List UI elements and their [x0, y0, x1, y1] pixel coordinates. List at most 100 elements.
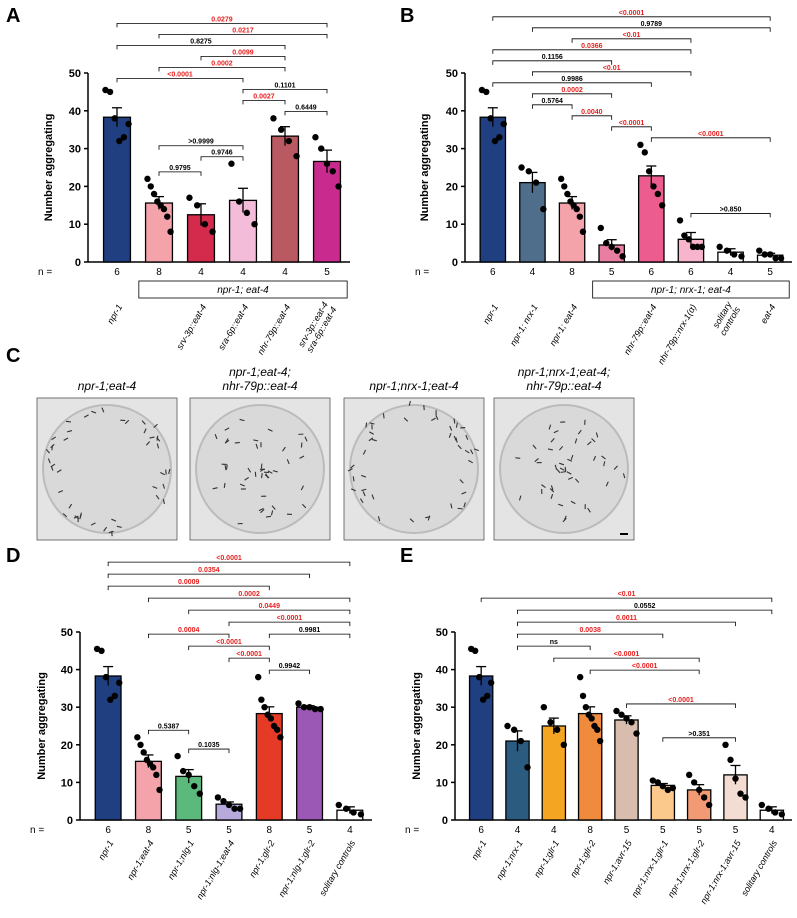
worm: [162, 498, 165, 505]
worm: [212, 487, 218, 490]
n-value: 4: [198, 267, 204, 278]
data-point: [277, 126, 285, 133]
y-tick-label: 40: [61, 665, 73, 677]
bracket-label: <0.0001: [619, 120, 645, 127]
bracket-label: <0.0001: [236, 651, 262, 658]
bracket-line: [188, 645, 270, 651]
plate-edge: [499, 404, 629, 534]
category-label: npr-1;nrx-1;glr-2: [666, 839, 707, 900]
bracket-label: 0.0354: [198, 567, 220, 574]
data-point: [106, 88, 114, 96]
worm: [574, 438, 578, 444]
bracket-line: [268, 633, 351, 639]
data-point: [540, 704, 548, 711]
group-label: npr-1; nrx-1; eat-4: [651, 285, 731, 296]
data-point: [596, 737, 604, 745]
data-point: [147, 183, 154, 190]
category-label: npr-1;nrx-1;avr-15: [698, 838, 743, 906]
worm: [408, 400, 411, 406]
bracket-line: [228, 657, 270, 663]
data-point: [111, 115, 118, 122]
bracket-line: [158, 171, 202, 176]
worm: [435, 414, 439, 421]
bracket-line: [532, 104, 573, 109]
y-axis-label: Number aggregating: [419, 114, 431, 222]
worm: [152, 486, 158, 489]
worm: [548, 424, 552, 430]
y-tick-label: 30: [61, 702, 73, 714]
bracket-label: ns: [550, 639, 558, 646]
n-value: 4: [769, 825, 775, 836]
worm: [362, 491, 366, 497]
n-value: 5: [624, 825, 630, 836]
worm: [371, 494, 375, 500]
data-point: [231, 805, 238, 812]
worm: [299, 455, 305, 459]
worm: [65, 420, 71, 423]
worm: [223, 482, 226, 488]
n-value: 4: [728, 267, 734, 278]
bracket-line: [188, 609, 351, 615]
bracket-label: 0.1101: [274, 82, 295, 89]
data-point: [597, 224, 604, 232]
worm: [224, 465, 227, 471]
worm: [361, 488, 367, 492]
worm: [91, 410, 97, 414]
data-point: [160, 205, 168, 213]
worm: [63, 437, 69, 441]
data-point: [186, 194, 193, 201]
y-tick-label: 30: [446, 144, 458, 156]
category-label: npr-1;glr-2: [247, 839, 276, 880]
data-point: [483, 88, 490, 96]
category-label: npr-1;nlg-1;glr-2: [276, 839, 317, 899]
group-label: npr-1; eat-4: [217, 285, 269, 296]
data-point: [261, 704, 268, 711]
data-point: [342, 805, 350, 812]
worm: [286, 459, 290, 465]
bracket-line: [158, 145, 244, 150]
worm: [515, 457, 521, 459]
worm: [549, 488, 555, 493]
data-point: [778, 811, 786, 818]
data-point: [532, 179, 540, 186]
worm: [567, 476, 574, 480]
category-label: npr-1; eat-4: [548, 303, 580, 348]
data-point: [613, 247, 621, 254]
worm: [58, 490, 64, 494]
bar: [541, 725, 567, 821]
worm: [425, 516, 431, 519]
y-tick-label: 50: [61, 627, 73, 639]
data-point: [633, 730, 640, 737]
n-label: n =: [38, 267, 52, 278]
data-point: [645, 168, 653, 175]
data-point: [573, 205, 580, 213]
image-caption: nhr-79p::eat-4: [222, 379, 297, 393]
bracket-label: 0.0011: [616, 615, 637, 622]
data-point: [483, 692, 491, 700]
bracket-line: [650, 137, 771, 142]
bracket-label: <0.0001: [632, 663, 658, 670]
worm: [265, 515, 272, 518]
worm: [365, 422, 368, 428]
data-point: [524, 764, 531, 771]
bracket-label: <0.0001: [698, 131, 724, 138]
data-point: [120, 134, 128, 141]
data-point: [659, 782, 667, 790]
category-label: solitarycontrols: [709, 300, 742, 338]
category-label: npr-1;glr-2: [568, 839, 597, 880]
bracket-line: [690, 213, 771, 218]
y-tick-label: 0: [452, 257, 458, 269]
worm: [350, 464, 355, 469]
worm: [244, 476, 250, 481]
category-label: npr-1: [481, 303, 500, 326]
data-point: [649, 777, 657, 784]
category-label-line: npr-1; eat-4: [548, 303, 580, 348]
y-tick-label: 0: [67, 815, 73, 827]
data-point: [690, 779, 698, 786]
data-point: [185, 771, 192, 779]
worm: [352, 476, 355, 482]
worm: [56, 469, 62, 473]
bracket-label: <0.01: [603, 65, 621, 72]
data-point: [654, 779, 662, 786]
n-value: 5: [696, 825, 702, 836]
